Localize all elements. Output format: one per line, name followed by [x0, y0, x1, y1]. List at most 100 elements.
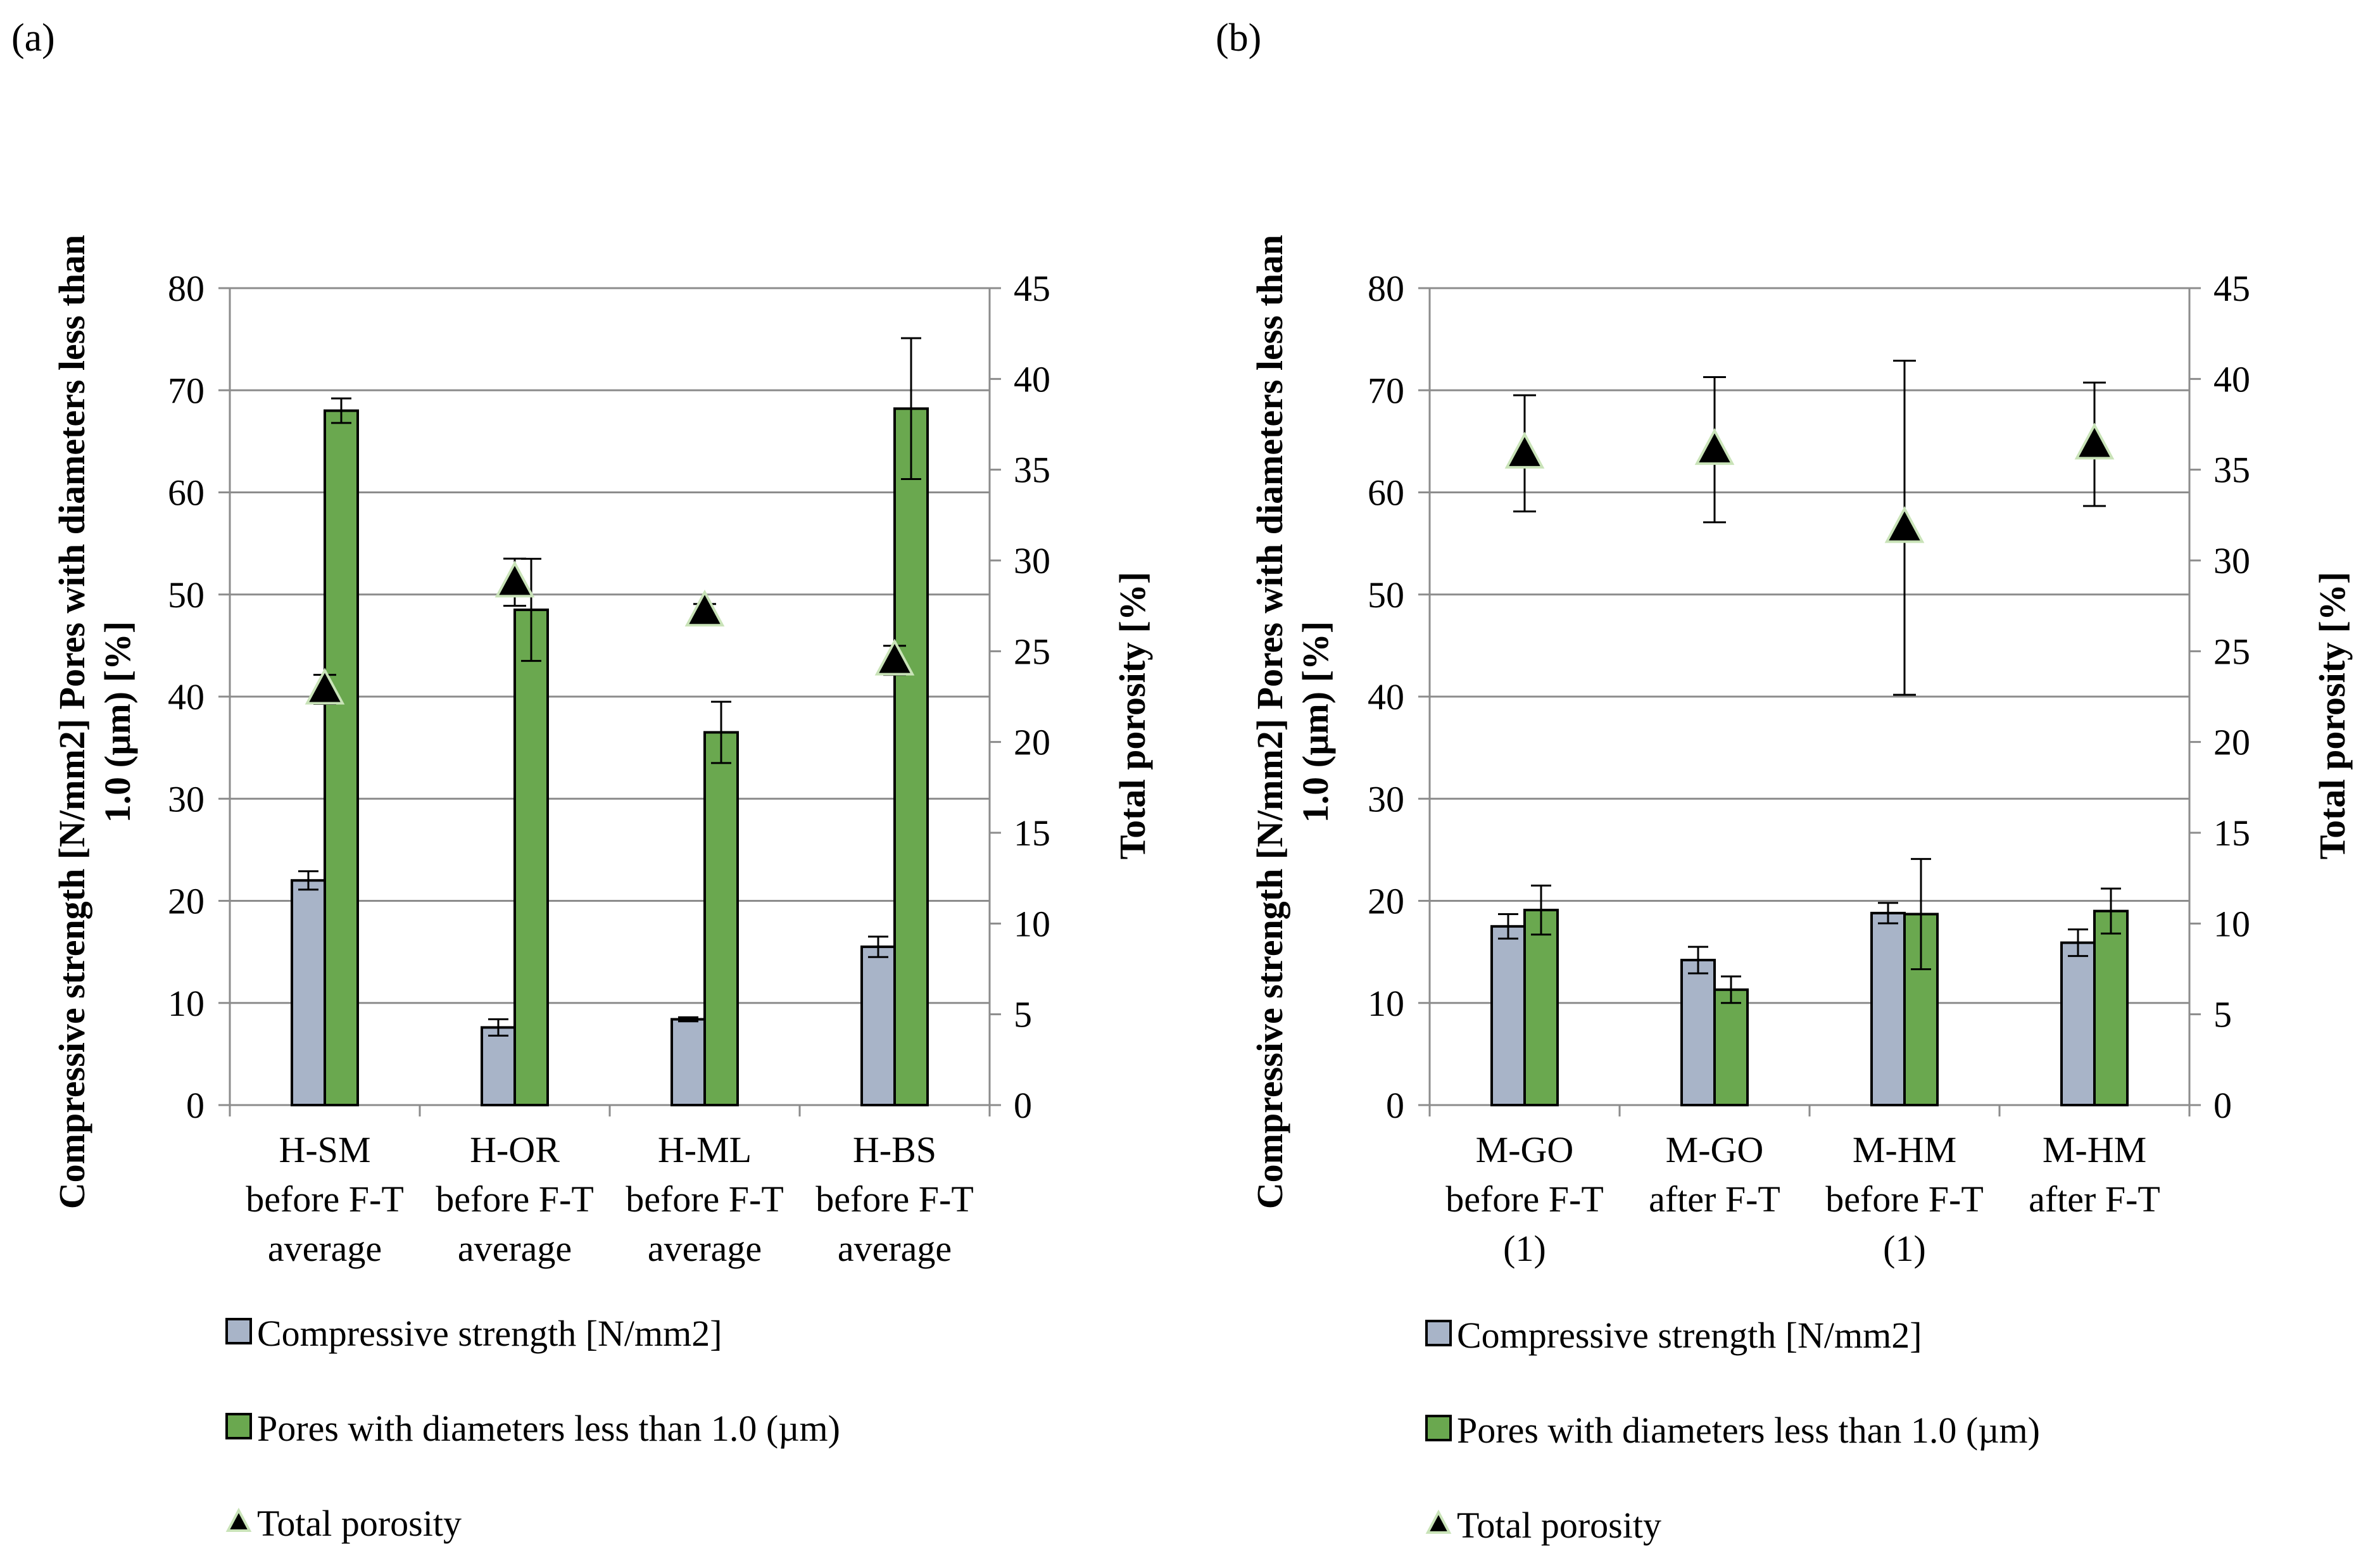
category-label: M-HM after F-T — [2029, 1129, 2160, 1220]
panel-b: (b) 0 10 20 30 40 50 60 70 80 0 5 10 15 20 25 30 35 40 45 M-… — [1216, 16, 2353, 1546]
left-tick-label: 80 — [1368, 268, 1404, 309]
right-tick-label: 0 — [2213, 1085, 2232, 1126]
porosity-marker — [1504, 431, 1545, 469]
left-tick-label: 50 — [1368, 574, 1404, 616]
category-label-line: H-BS — [853, 1129, 936, 1170]
left-tick-label: 60 — [1368, 472, 1404, 514]
left-tick-label: 70 — [1368, 370, 1404, 411]
category-label-line: before F-T — [1445, 1179, 1604, 1220]
legend-label: Compressive strength [N/mm2] — [1457, 1315, 1922, 1356]
legend-label: Total porosity — [257, 1503, 462, 1544]
bar — [324, 409, 359, 1106]
bar — [1870, 911, 1906, 1106]
legend-label: Compressive strength [N/mm2] — [257, 1313, 722, 1354]
legend-marker — [225, 1507, 252, 1532]
right-tick-label: 15 — [2213, 812, 2250, 854]
category-label: H-BS before F-T average — [815, 1129, 974, 1269]
category-label-line: average — [268, 1228, 382, 1269]
bar — [1680, 959, 1716, 1107]
bar — [671, 1018, 706, 1107]
right-tick-label: 10 — [2213, 903, 2250, 944]
right-tick-label: 35 — [2213, 450, 2250, 491]
left-tick-label: 10 — [168, 983, 205, 1024]
legend-label: Pores with diameters less than 1.0 (µm) — [257, 1408, 840, 1449]
category-label-line: M-HM — [1853, 1129, 1956, 1170]
porosity-marker — [2074, 422, 2115, 460]
bar — [703, 731, 739, 1106]
right-tick-label: 5 — [1014, 994, 1032, 1035]
left-tick-label: 40 — [168, 676, 205, 718]
category-label-line: before F-T — [1825, 1179, 1984, 1220]
bar — [1713, 988, 1749, 1106]
category-label-line: average — [458, 1228, 572, 1269]
left-tick-label: 30 — [168, 778, 205, 819]
right-axis-title: Total porosity [%] — [2312, 572, 2353, 859]
category-label-line: before F-T — [815, 1179, 974, 1220]
left-tick-label: 0 — [186, 1085, 205, 1126]
panel-label: (a) — [11, 16, 55, 60]
bar — [2093, 909, 2129, 1106]
category-label-line: M-GO — [1666, 1129, 1764, 1170]
bar — [860, 945, 896, 1106]
left-axis-title: Compressive strength [N/mm2] Pores with … — [51, 235, 138, 1209]
category-label: M-HM before F-T (1) — [1825, 1129, 1984, 1269]
category-label-line: H-ML — [658, 1129, 752, 1170]
left-axis-title-line: 1.0 (µm) [%] — [1295, 621, 1336, 823]
porosity-marker — [1694, 427, 1735, 465]
left-axis-title: Compressive strength [N/mm2] Pores with … — [1249, 235, 1336, 1209]
right-tick-label: 20 — [1014, 722, 1050, 763]
legend-label: Pores with diameters less than 1.0 (µm) — [1457, 1410, 2040, 1451]
left-tick-label: 60 — [168, 472, 205, 514]
legend-swatch — [1425, 1320, 1452, 1346]
porosity-marker — [494, 560, 535, 598]
left-axis-title-line: 1.0 (µm) [%] — [97, 621, 138, 823]
left-tick-label: 30 — [1368, 778, 1404, 819]
panel-label: (b) — [1216, 16, 1261, 60]
left-axis-title-line: Compressive strength [N/mm2] Pores with … — [1249, 235, 1290, 1209]
category-label-line: (1) — [1883, 1228, 1926, 1269]
category-label-line: H-OR — [470, 1129, 560, 1170]
right-axis-title: Total porosity [%] — [1112, 572, 1153, 859]
right-tick-label: 45 — [2213, 268, 2250, 309]
category-label-line: before F-T — [246, 1179, 404, 1220]
category-label-line: (1) — [1503, 1228, 1546, 1269]
category-label-line: H-SM — [279, 1129, 370, 1170]
porosity-marker — [874, 638, 915, 676]
left-tick-label: 80 — [168, 268, 205, 309]
left-tick-label: 20 — [168, 881, 205, 922]
left-tick-label: 70 — [168, 370, 205, 411]
right-tick-label: 10 — [1014, 903, 1050, 944]
panel-a: (a) 0 10 20 30 40 50 60 70 80 0 5 10 15 20 25 30 35 40 45 H-… — [11, 16, 1153, 1544]
right-tick-label: 20 — [2213, 722, 2250, 763]
bar — [2060, 941, 2096, 1107]
category-label-line: before F-T — [626, 1179, 784, 1220]
right-tick-label: 30 — [2213, 540, 2250, 581]
right-tick-label: 40 — [1014, 358, 1050, 400]
right-tick-label: 25 — [2213, 631, 2250, 672]
bar — [1490, 925, 1526, 1106]
bar — [513, 608, 549, 1106]
bar — [481, 1026, 516, 1106]
category-label: H-ML before F-T average — [626, 1129, 784, 1269]
left-tick-label: 50 — [168, 574, 205, 616]
right-tick-label: 40 — [2213, 358, 2250, 400]
legend-swatch — [225, 1318, 252, 1344]
right-tick-label: 45 — [1014, 268, 1050, 309]
right-tick-label: 25 — [1014, 631, 1050, 672]
left-axis-title-line: Compressive strength [N/mm2] Pores with … — [51, 235, 92, 1209]
left-tick-label: 0 — [1386, 1085, 1404, 1126]
bar — [1523, 909, 1559, 1106]
porosity-marker — [305, 667, 345, 705]
category-label-line: after F-T — [1649, 1179, 1780, 1220]
category-label: H-OR before F-T average — [436, 1129, 594, 1269]
right-tick-label: 0 — [1014, 1085, 1032, 1126]
legend-swatch — [1425, 1415, 1452, 1441]
left-tick-label: 20 — [1368, 881, 1404, 922]
legend-label: Total porosity — [1457, 1505, 1661, 1546]
bar — [893, 407, 929, 1106]
porosity-marker — [684, 590, 725, 627]
left-tick-label: 40 — [1368, 676, 1404, 718]
right-tick-label: 35 — [1014, 450, 1050, 491]
category-label: H-SM before F-T average — [246, 1129, 404, 1269]
